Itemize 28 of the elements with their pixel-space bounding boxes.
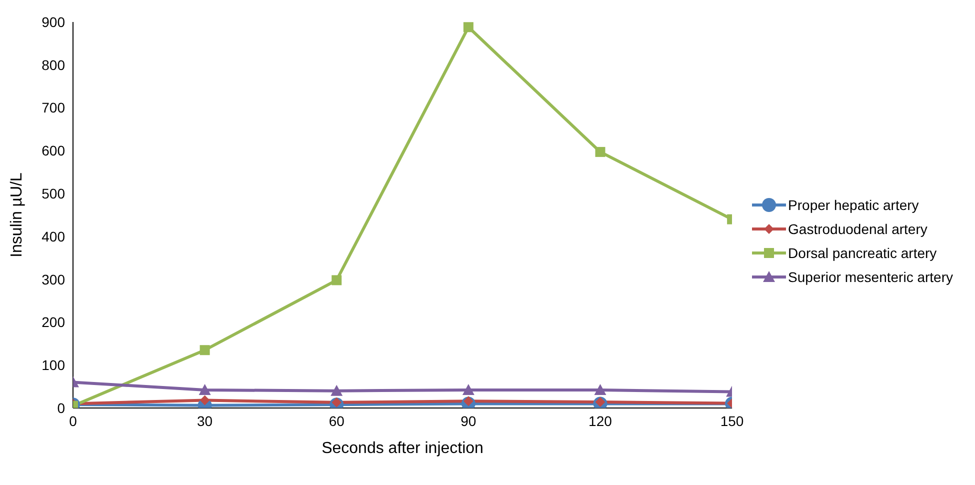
x-tick-label: 90 — [460, 412, 476, 429]
y-tick-label: 900 — [42, 14, 66, 30]
x-axis-title: Seconds after injection — [322, 440, 484, 457]
point — [462, 384, 474, 395]
y-axis-title: Insulin µU/L — [8, 172, 26, 258]
y-tick-label: 700 — [42, 100, 66, 116]
point — [595, 146, 606, 157]
y-tick-label: 0 — [57, 400, 66, 416]
point — [330, 384, 343, 396]
x-tick-label: 120 — [588, 412, 612, 429]
y-tick-label: 800 — [42, 56, 66, 73]
legend-label: Proper hepatic artery — [788, 196, 919, 212]
x-tick-label: 30 — [197, 412, 213, 429]
legend-label: Dorsal pancreatic artery — [788, 244, 937, 260]
y-tick-label: 100 — [42, 357, 66, 374]
point — [332, 275, 342, 286]
point — [594, 384, 606, 395]
x-tick-label: 60 — [328, 412, 345, 429]
x-tick-label: 0 — [69, 412, 78, 429]
legend-label: Gastroduodenal artery — [788, 220, 928, 236]
y-tick-label: 500 — [42, 186, 66, 202]
y-tick-label: 200 — [42, 314, 66, 330]
y-tick-label: 400 — [42, 228, 66, 244]
x-tick-label: 150 — [720, 412, 744, 429]
y-tick-label: 300 — [42, 271, 66, 288]
y-tick-label: 600 — [42, 142, 66, 159]
point — [463, 22, 474, 32]
legend-label: Superior mesenteric artery — [788, 268, 953, 284]
